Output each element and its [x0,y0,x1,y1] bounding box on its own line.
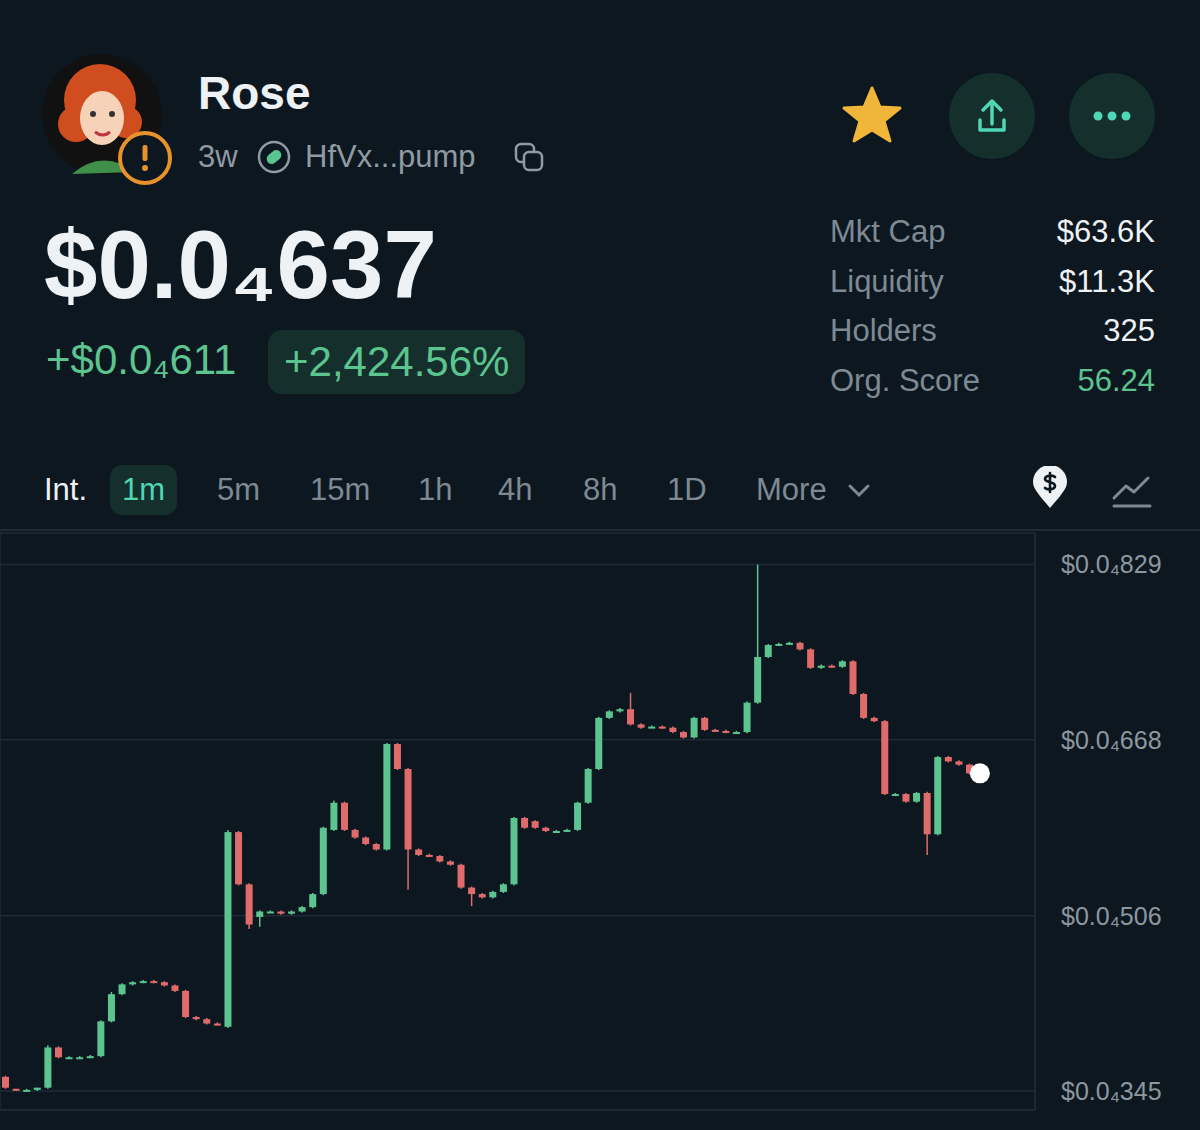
html-text:Rose: Rose [198,67,311,119]
html-text:4h: 4h [498,472,533,507]
html-text:1h: 1h [418,472,453,507]
html-text:More: More [756,472,827,507]
html-text:+$0.0₄611: +$0.0₄611 [46,336,237,383]
html-text:HfVx...pump: HfVx...pump [305,139,476,174]
html-text:+2,424.56%: +2,424.56% [284,338,510,385]
html-text:3w: 3w [198,139,238,174]
html-text:325: 325 [1103,313,1155,348]
svg-text:$0.0₄668: $0.0₄668 [1061,726,1162,754]
html-text:15m: 15m [310,472,371,507]
svg-text:$0.0₄506: $0.0₄506 [1061,902,1162,930]
svg-text:$0.0₄345: $0.0₄345 [1061,1077,1162,1105]
html-text:$11.3K: $11.3K [1059,263,1155,299]
svg-text:$0.0₄829: $0.0₄829 [1061,550,1162,578]
html-text:1m: 1m [122,472,166,507]
html-text:8h: 8h [583,472,618,507]
html-text:1D: 1D [667,472,707,507]
html-text:Int.: Int. [44,472,88,507]
html-text:$0.0₄637: $0.0₄637 [44,211,437,318]
html-text:Holders: Holders [830,313,937,348]
html-text:56.24: 56.24 [1077,362,1155,398]
html-text:5m: 5m [217,472,261,507]
html-text:Org. Score: Org. Score [830,362,980,398]
html-text:$63.6K: $63.6K [1056,214,1155,249]
html-text:Mkt Cap: Mkt Cap [830,214,946,249]
html-text:Liquidity: Liquidity [830,263,944,299]
